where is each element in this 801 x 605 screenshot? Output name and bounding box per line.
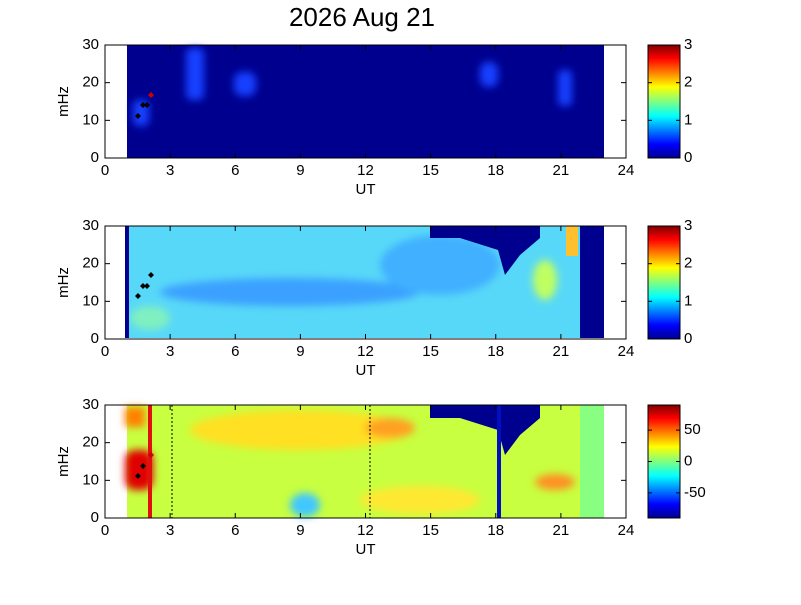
y-tick-label: 20 <box>82 255 99 272</box>
x-tick-label: 15 <box>422 343 439 360</box>
x-tick-label: 12 <box>357 522 374 539</box>
figure-title: 2026 Aug 21 <box>289 2 435 32</box>
colorbar <box>647 404 681 519</box>
colorbar-tick-label: 2 <box>684 255 692 272</box>
colorbar-tick-label: 3 <box>684 217 692 234</box>
y-axis-label: mHz <box>55 267 72 298</box>
y-tick-label: 10 <box>82 111 99 128</box>
colorbar-tick-label: -50 <box>684 484 706 501</box>
spectrogram-2 <box>125 226 604 338</box>
y-tick-label: 0 <box>91 509 99 526</box>
x-tick-label: 0 <box>101 343 109 360</box>
x-tick-label: 0 <box>101 162 109 179</box>
y-tick-label: 30 <box>82 217 99 234</box>
x-tick-label: 24 <box>618 162 635 179</box>
x-tick-label: 6 <box>231 343 239 360</box>
y-tick-label: 0 <box>91 149 99 166</box>
x-axis-label: UT <box>356 362 376 379</box>
x-tick-label: 3 <box>166 522 174 539</box>
y-tick-label: 30 <box>82 36 99 53</box>
colorbar-tick-label: 1 <box>684 111 692 128</box>
x-tick-label: 18 <box>487 343 504 360</box>
colorbar <box>647 225 681 340</box>
y-tick-label: 10 <box>82 471 99 488</box>
x-tick-label: 24 <box>618 343 635 360</box>
x-tick-label: 21 <box>553 162 570 179</box>
colorbar-tick-label: 0 <box>684 330 692 347</box>
colorbar-tick-label: 50 <box>684 421 701 438</box>
x-tick-label: 3 <box>166 343 174 360</box>
y-tick-label: 30 <box>82 396 99 413</box>
x-tick-label: 18 <box>487 522 504 539</box>
colorbar-tick-label: 1 <box>684 292 692 309</box>
x-axis-label: UT <box>356 541 376 558</box>
x-tick-label: 15 <box>422 522 439 539</box>
x-tick-label: 12 <box>357 343 374 360</box>
x-tick-label: 6 <box>231 522 239 539</box>
colorbar-tick-label: 0 <box>684 452 692 469</box>
colorbar-tick-label: 0 <box>684 149 692 166</box>
y-axis-label: mHz <box>55 86 72 117</box>
x-tick-label: 6 <box>231 162 239 179</box>
y-tick-label: 20 <box>82 434 99 451</box>
y-tick-label: 10 <box>82 292 99 309</box>
colorbar <box>647 44 681 159</box>
y-tick-label: 20 <box>82 74 99 91</box>
x-tick-label: 9 <box>296 162 304 179</box>
x-tick-label: 15 <box>422 162 439 179</box>
x-tick-label: 21 <box>553 343 570 360</box>
spectrogram-1 <box>127 45 604 158</box>
x-tick-label: 3 <box>166 162 174 179</box>
x-tick-label: 18 <box>487 162 504 179</box>
x-tick-label: 9 <box>296 522 304 539</box>
colorbar-tick-label: 2 <box>684 74 692 91</box>
x-tick-label: 21 <box>553 522 570 539</box>
x-tick-label: 12 <box>357 162 374 179</box>
x-tick-label: 0 <box>101 522 109 539</box>
spectrogram-3 <box>125 405 604 518</box>
colorbar-tick-label: 3 <box>684 36 692 53</box>
x-tick-label: 9 <box>296 343 304 360</box>
y-tick-label: 0 <box>91 330 99 347</box>
x-tick-label: 24 <box>618 522 635 539</box>
y-axis-label: mHz <box>55 446 72 477</box>
x-axis-label: UT <box>356 181 376 198</box>
